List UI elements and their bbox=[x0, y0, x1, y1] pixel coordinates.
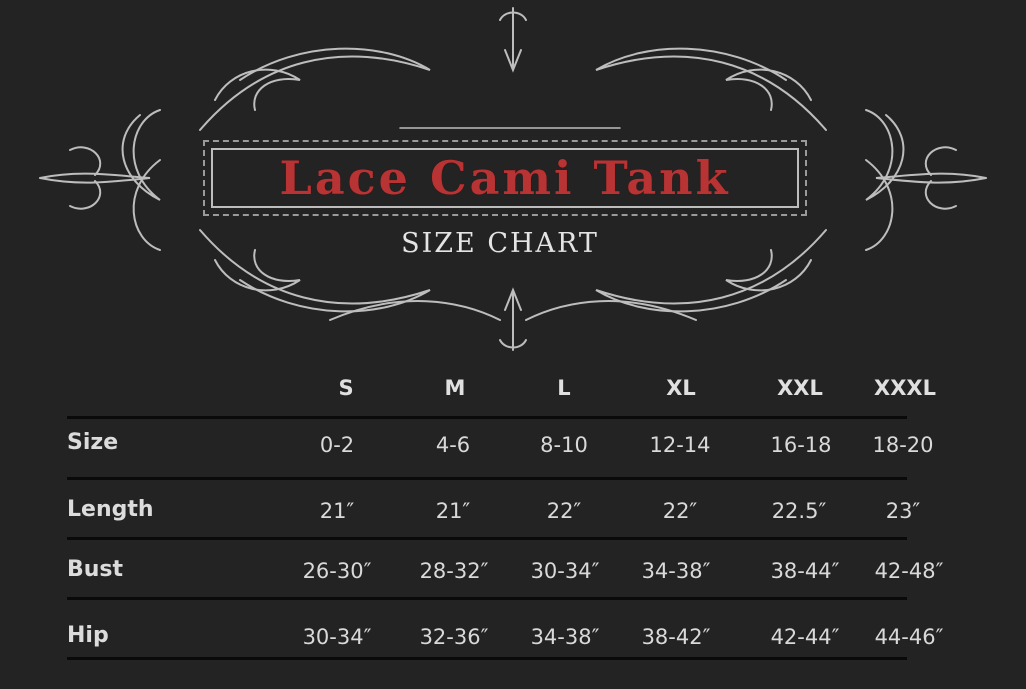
row-label: Length bbox=[67, 497, 154, 522]
table-cell: 38-44″ bbox=[770, 559, 840, 583]
table-cell: 28-32″ bbox=[419, 559, 489, 583]
table-cell: 22″ bbox=[662, 499, 698, 523]
size-chart-heading: SIZE CHART bbox=[401, 228, 599, 259]
table-cell: 42-48″ bbox=[874, 559, 944, 583]
row-label: Bust bbox=[67, 557, 124, 582]
table-divider bbox=[67, 416, 907, 419]
column-header-l: L bbox=[557, 376, 571, 400]
table-cell: 0-2 bbox=[319, 433, 355, 457]
table-cell: 22.5″ bbox=[771, 499, 827, 523]
table-cell: 8-10 bbox=[540, 433, 588, 457]
row-label: Size bbox=[67, 430, 119, 455]
table-cell: 16-18 bbox=[770, 433, 832, 457]
title-frame: Lace Cami Tank bbox=[203, 140, 807, 216]
table-cell: 22″ bbox=[546, 499, 582, 523]
decorative-flourish-ornament bbox=[39, 7, 987, 351]
left-flourish bbox=[39, 47, 431, 313]
table-cell: 44-46″ bbox=[874, 625, 944, 649]
table-cell: 21″ bbox=[319, 499, 355, 523]
table-divider bbox=[67, 597, 907, 600]
table-divider bbox=[67, 537, 907, 540]
column-header-s: S bbox=[338, 376, 354, 400]
table-cell: 30-34″ bbox=[302, 625, 372, 649]
table-cell: 42-44″ bbox=[770, 625, 840, 649]
table-cell: 38-42″ bbox=[641, 625, 711, 649]
table-cell: 12-14 bbox=[649, 433, 711, 457]
table-cell: 23″ bbox=[885, 499, 921, 523]
table-divider bbox=[67, 477, 907, 480]
table-cell: 21″ bbox=[435, 499, 471, 523]
table-cell: 30-34″ bbox=[530, 559, 600, 583]
right-flourish bbox=[595, 47, 987, 313]
column-header-xl: XL bbox=[666, 376, 696, 400]
table-cell: 34-38″ bbox=[641, 559, 711, 583]
table-cell: 32-36″ bbox=[419, 625, 489, 649]
table-cell: 26-30″ bbox=[302, 559, 372, 583]
table-cell: 4-6 bbox=[435, 433, 471, 457]
title-inner-frame: Lace Cami Tank bbox=[211, 148, 799, 208]
column-header-m: M bbox=[444, 376, 466, 400]
column-header-xxxl: XXXL bbox=[874, 376, 936, 400]
column-header-xxl: XXL bbox=[777, 376, 823, 400]
table-divider bbox=[67, 657, 907, 660]
row-label: Hip bbox=[67, 623, 109, 648]
center-flourish bbox=[329, 7, 697, 351]
product-title: Lace Cami Tank bbox=[279, 151, 731, 205]
table-cell: 18-20 bbox=[872, 433, 934, 457]
table-cell: 34-38″ bbox=[530, 625, 600, 649]
